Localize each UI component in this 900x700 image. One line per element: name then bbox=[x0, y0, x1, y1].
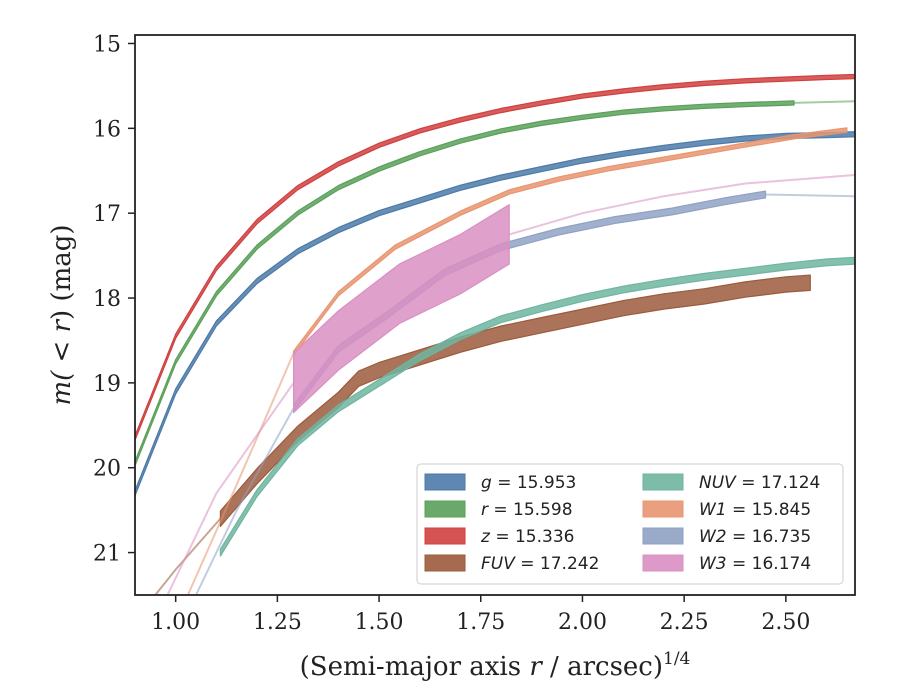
series-z bbox=[135, 73, 855, 441]
x-tick-label: 2.50 bbox=[761, 610, 810, 635]
y-tick-label: 19 bbox=[93, 372, 121, 397]
legend-label-r: r = 15.598 bbox=[481, 500, 573, 520]
series-z-band bbox=[135, 73, 855, 441]
x-tick-label: 2.00 bbox=[558, 610, 607, 635]
legend-label-nuv: NUV = 17.124 bbox=[699, 473, 820, 493]
x-tick-label: 1.25 bbox=[253, 610, 302, 635]
x-tick-label: 1.00 bbox=[151, 610, 200, 635]
legend-label-g: g = 15.953 bbox=[481, 473, 576, 493]
y-tick-label: 21 bbox=[93, 542, 121, 567]
series-w3-fit-2 bbox=[508, 174, 855, 236]
y-tick-label: 20 bbox=[93, 457, 121, 482]
legend-label-z: z = 15.336 bbox=[480, 527, 574, 547]
legend-swatch-g bbox=[424, 473, 466, 491]
plot-frame bbox=[134, 34, 856, 596]
ticks-layer: 1.00 1.25 1.50 1.75 2.00 2.25 2.50 15 16 17 18 19 20… bbox=[93, 32, 810, 635]
x-tick-label: 1.75 bbox=[456, 610, 505, 635]
series-w1-band bbox=[293, 127, 848, 356]
legend-label-fuv: FUV = 17.242 bbox=[481, 554, 599, 574]
series-w1 bbox=[186, 127, 848, 595]
series-fuv-band bbox=[219, 274, 811, 527]
series-g bbox=[135, 131, 855, 497]
legend-swatch-w1 bbox=[642, 500, 684, 518]
y-tick-label: 15 bbox=[93, 32, 121, 57]
series-nuv bbox=[219, 256, 855, 557]
legend-swatch-z bbox=[424, 527, 466, 545]
series-w3-band bbox=[293, 204, 510, 414]
legend: g = 15.953 r = 15.598 z = 15.336 FUV = 17.2… bbox=[416, 463, 844, 585]
series-w3-fit-1 bbox=[166, 382, 295, 595]
y-tick-label: 16 bbox=[93, 117, 121, 142]
series-w2-fit-1 bbox=[195, 407, 295, 595]
legend-label-w3: W3 = 16.174 bbox=[699, 554, 811, 574]
series-g-band bbox=[135, 131, 855, 497]
legend-swatch-nuv bbox=[642, 473, 684, 491]
legend-swatch-w3 bbox=[642, 554, 684, 572]
legend-swatch-fuv bbox=[424, 554, 466, 572]
series-layer bbox=[135, 73, 855, 595]
y-tick-label: 17 bbox=[93, 202, 121, 227]
series-w1-fit-1 bbox=[186, 352, 295, 595]
y-tick-label: 18 bbox=[93, 287, 121, 312]
series-r-fit-1 bbox=[793, 100, 855, 104]
series-w3 bbox=[166, 174, 855, 595]
legend-frame bbox=[416, 463, 844, 585]
legend-label-w2: W2 = 16.735 bbox=[699, 527, 811, 547]
series-fuv-fit-1 bbox=[154, 517, 222, 595]
series-r-band bbox=[135, 100, 795, 467]
series-r bbox=[135, 100, 855, 467]
legend-swatch-w2 bbox=[642, 527, 684, 545]
series-fuv bbox=[154, 274, 811, 595]
legend-label-w1: W1 = 15.845 bbox=[699, 500, 811, 520]
x-tick-label: 2.25 bbox=[660, 610, 709, 635]
x-tick-label: 1.50 bbox=[355, 610, 404, 635]
legend-swatch-r bbox=[424, 500, 466, 518]
y-axis-label: m( < r) (mag) bbox=[47, 224, 77, 405]
x-axis-label: (Semi-major axis r / arcsec)1/4 bbox=[300, 649, 691, 682]
series-w2-fit-2 bbox=[765, 193, 855, 198]
series-nuv-band bbox=[219, 256, 855, 557]
